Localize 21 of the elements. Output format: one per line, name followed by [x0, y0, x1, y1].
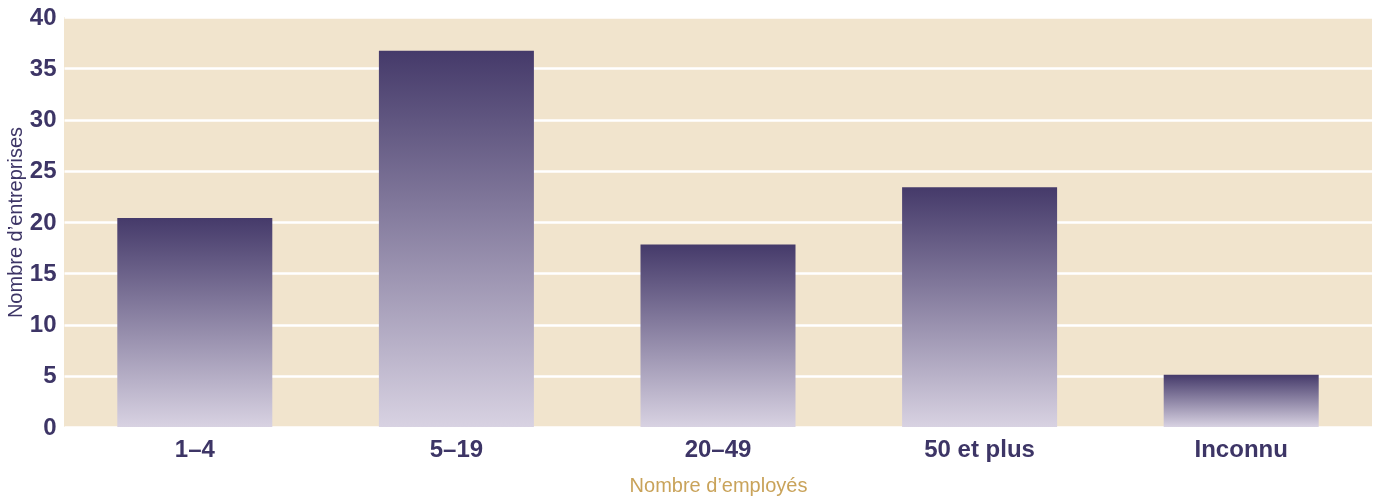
y-axis-title: Nombre d’entreprises	[3, 126, 26, 319]
y-tick-label: 10	[29, 310, 57, 337]
bar	[902, 187, 1058, 427]
bar	[1163, 374, 1319, 427]
y-tick-label: 40	[29, 2, 57, 30]
x-tick-label: 1–4	[174, 434, 216, 462]
y-tick-label: 0	[43, 412, 57, 440]
y-tick-label: 15	[29, 258, 57, 286]
y-tick-label: 20	[29, 207, 57, 235]
x-tick-label: 20–49	[684, 434, 752, 462]
y-tick-label: 25	[29, 156, 57, 184]
x-axis-title: Nombre d’employés	[629, 473, 808, 496]
y-tick-label: 5	[43, 361, 57, 389]
x-tick-label: Inconnu	[1194, 434, 1288, 462]
bar	[117, 217, 273, 427]
x-tick-label: 50 et plus	[924, 434, 1035, 462]
y-tick-label: 30	[29, 105, 57, 132]
bar	[640, 244, 796, 427]
bar	[378, 50, 534, 427]
x-tick-label: 5–19	[429, 434, 484, 462]
y-tick-label: 35	[29, 53, 57, 81]
